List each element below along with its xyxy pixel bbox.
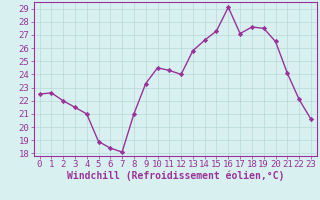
X-axis label: Windchill (Refroidissement éolien,°C): Windchill (Refroidissement éolien,°C) [67,171,284,181]
